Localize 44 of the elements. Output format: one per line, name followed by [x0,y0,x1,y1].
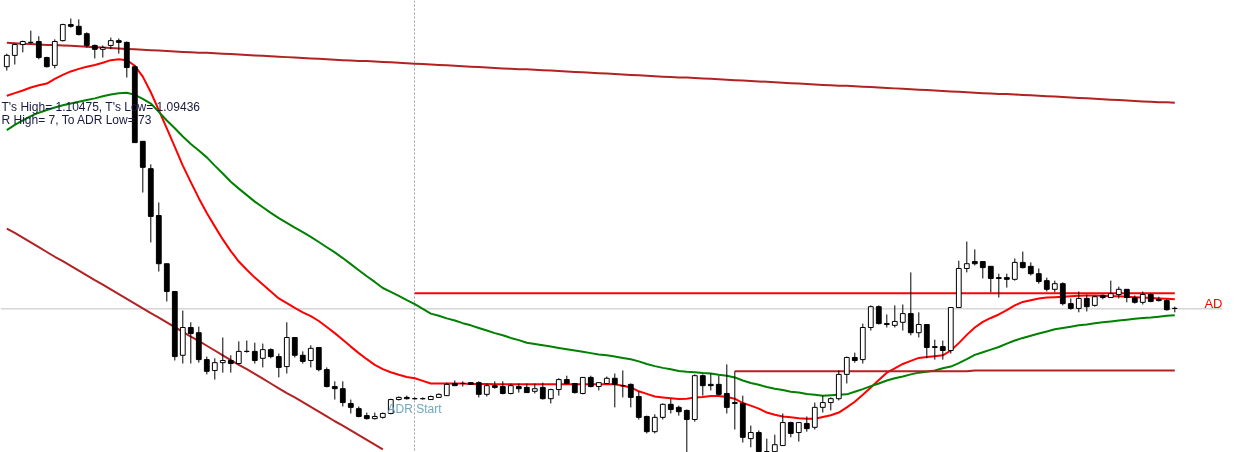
candlestick [275,353,282,378]
candlestick [723,363,730,414]
candlestick [187,321,194,365]
candlestick [1011,258,1018,282]
candlestick [939,340,946,361]
candlestick [779,412,786,447]
candlestick [51,38,58,69]
candlestick [915,311,922,338]
candlestick [931,339,938,361]
candlestick [1059,281,1066,306]
candlestick [315,346,322,372]
text: AD [1204,296,1223,312]
candlestick [307,344,314,368]
candlestick [1075,290,1082,313]
candlestick [963,241,970,273]
candlestick [627,382,634,408]
candlestick [651,413,658,434]
candlestick [35,35,42,60]
candlestick [259,343,266,368]
candlestick [219,336,226,374]
candlestick [291,336,298,358]
candlestick [811,402,818,430]
candlestick [987,265,994,293]
candlestick [923,323,930,359]
candlestick [683,409,690,452]
candlestick [331,380,338,401]
candlestick [747,425,754,448]
candlestick [995,273,1002,299]
candlestick [883,313,890,329]
candlestick [635,390,642,421]
candlestick [867,304,874,332]
candlestick [843,356,850,384]
candlestick [211,357,218,381]
candlestick [339,380,346,407]
candlestick [251,342,258,365]
candlestick [715,375,722,397]
candlestick [755,429,762,452]
candlestick [795,422,802,443]
candlestick [611,373,618,408]
candlestick [899,304,906,332]
candlestick [731,370,738,430]
candlestick [699,373,706,397]
candlestick [907,271,914,336]
candlestick [891,304,898,329]
